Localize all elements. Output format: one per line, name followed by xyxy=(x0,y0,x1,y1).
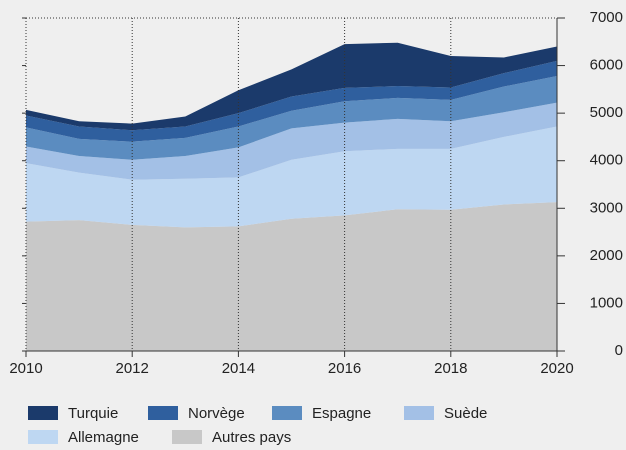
y-tick-label: 5000 xyxy=(590,104,623,121)
y-tick-label: 2000 xyxy=(590,247,623,264)
x-tick-label: 2018 xyxy=(434,360,467,377)
x-tick-label: 2010 xyxy=(9,360,42,377)
legend-swatch xyxy=(272,406,302,420)
legend-label: Norvège xyxy=(188,405,245,422)
x-tick-label: 2016 xyxy=(328,360,361,377)
legend-swatch xyxy=(404,406,434,420)
area xyxy=(26,76,557,160)
y-tick-label: 4000 xyxy=(590,152,623,169)
y-tick-label: 0 xyxy=(615,342,623,359)
legend-label: Espagne xyxy=(312,405,371,422)
legend-label: Allemagne xyxy=(68,429,139,446)
x-tick-label: 2012 xyxy=(116,360,149,377)
area xyxy=(26,60,557,142)
y-tick-label: 7000 xyxy=(590,9,623,26)
legend-swatch xyxy=(172,430,202,444)
legend-label: Turquie xyxy=(68,405,118,422)
x-tick-label: 2020 xyxy=(540,360,573,377)
area xyxy=(26,126,557,228)
area xyxy=(26,42,557,131)
legend-label: Autres pays xyxy=(212,429,291,446)
y-tick-label: 1000 xyxy=(590,294,623,311)
legend-swatch xyxy=(148,406,178,420)
area xyxy=(26,202,557,351)
x-tick-label: 2014 xyxy=(222,360,255,377)
legend-label: Suède xyxy=(444,405,487,422)
y-tick-label: 3000 xyxy=(590,199,623,216)
area xyxy=(26,102,557,180)
legend-swatch xyxy=(28,406,58,420)
y-tick-label: 6000 xyxy=(590,57,623,74)
legend-swatch xyxy=(28,430,58,444)
